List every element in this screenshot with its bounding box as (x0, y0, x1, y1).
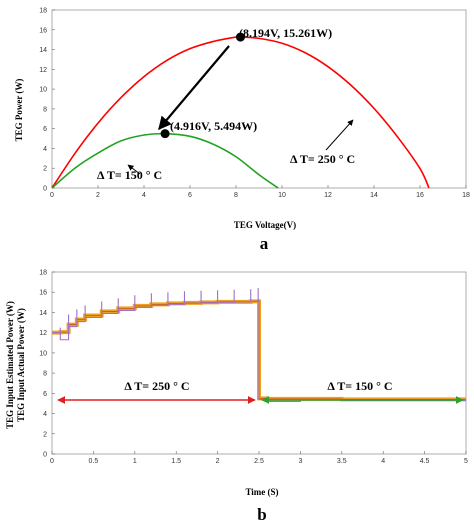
chart-b-annotation-dt150: Δ T= 150 ° C (327, 379, 392, 393)
chart-b-annotation-dt250: Δ T= 250 ° C (124, 379, 189, 393)
chart-b-y-axis-label-estimated: TEG Input Estimated Power (W) (5, 301, 15, 429)
chart-a-y-tick-label: 8 (43, 106, 47, 113)
chart-a-y-tick-label: 16 (39, 27, 47, 34)
chart-a-y-tick-label: 14 (39, 47, 47, 54)
chart-a-panel-label: a (260, 234, 269, 253)
chart-a-y-axis-label: TEG Power (W) (14, 79, 24, 142)
chart-b-y-tick-label: 4 (43, 411, 47, 418)
chart-b-x-tick-label: 0 (50, 458, 54, 465)
chart-a-ticks: 0 2 4 6 8 10 12 14 16 18 0 2 4 6 8 10 12 14 16 18 (39, 8, 470, 200)
chart-b-x-tick-label: 4.5 (420, 458, 430, 465)
chart-a-y-tick-label: 18 (39, 8, 47, 15)
chart-b-panel-label: b (257, 505, 266, 524)
chart-b-x-tick-label: 2.5 (254, 458, 264, 465)
chart-a-x-tick-label: 4 (142, 192, 146, 199)
chart-b-x-tick-label: 5 (464, 458, 468, 465)
chart-b: 0 0.5 1 1.5 2 2.5 3 3.5 4 4.5 5 0 2 4 6 8 10 12 14 16 18 Δ T… (5, 270, 468, 525)
chart-b-x-tick-label: 1 (133, 458, 137, 465)
chart-b-y-tick-label: 12 (39, 330, 47, 337)
chart-a-y-tick-label: 12 (39, 67, 47, 74)
chart-b-x-tick-label: 2 (216, 458, 220, 465)
chart-a-y-tick-label: 2 (43, 166, 47, 173)
chart-b-x-tick-label: 4 (381, 458, 385, 465)
chart-b-ticks: 0 0.5 1 1.5 2 2.5 3 3.5 4 4.5 5 0 2 4 6 8 10 12 14 16 18 (39, 270, 468, 466)
chart-b-y-tick-label: 0 (43, 452, 47, 459)
chart-a-mpp-arrow (158, 45, 230, 131)
chart-a-plot-frame (51, 9, 467, 189)
chart-b-y-tick-label: 10 (39, 350, 47, 357)
chart-a-x-tick-label: 18 (462, 192, 470, 199)
chart-b-x-tick-label: 3.5 (337, 458, 347, 465)
chart-b-x-tick-label: 0.5 (89, 458, 99, 465)
chart-a-y-tick-label: 6 (43, 126, 47, 133)
chart-a-x-axis-label: TEG Voltage(V) (234, 220, 296, 230)
chart-a-label-arrow-dt250 (325, 119, 354, 151)
chart-a-y-tick-label: 4 (43, 146, 47, 153)
chart-b-x-tick-label: 1.5 (171, 458, 181, 465)
chart-b-y-tick-label: 6 (43, 391, 47, 398)
chart-a-y-tick-label: 10 (39, 87, 47, 94)
chart-b-y-tick-label: 14 (39, 310, 47, 317)
chart-a-mpp-point-dt150 (160, 129, 170, 139)
chart-b-y-axis-label-actual: TEG Input Actual Power (W) (16, 308, 26, 422)
chart-a-x-tick-label: 16 (416, 192, 424, 199)
chart-a-x-tick-label: 6 (188, 192, 192, 199)
chart-a-annotation-dt150: Δ T= 150 ° C (97, 168, 162, 182)
chart-a-x-tick-label: 0 (50, 192, 54, 199)
chart-a-annotation-dt250: Δ T= 250 ° C (290, 152, 355, 166)
chart-b-y-tick-label: 18 (39, 270, 47, 277)
chart-a-annotation-mpp-250: (8.194V, 15.261W) (239, 26, 332, 40)
chart-a-label-arrow-dt150 (127, 164, 141, 175)
chart-a-x-tick-label: 12 (324, 192, 332, 199)
chart-b-x-axis-label: Time (S) (245, 487, 278, 497)
chart-b-x-tick-label: 3 (298, 458, 302, 465)
chart-a: 0 2 4 6 8 10 12 14 16 18 0 2 4 6 8 10 12 14 16 18 (8.194V, … (14, 8, 470, 254)
chart-a-y-tick-label: 0 (43, 186, 47, 193)
chart-a-mpp-point-dt250 (235, 32, 245, 42)
chart-a-annotation-mpp-150: (4.916V, 5.494W) (170, 119, 257, 133)
chart-a-x-tick-label: 14 (370, 192, 378, 199)
chart-a-x-tick-label: 2 (96, 192, 100, 199)
chart-b-y-tick-label: 8 (43, 371, 47, 378)
chart-a-x-tick-label: 10 (278, 192, 286, 199)
chart-b-y-tick-label: 16 (39, 290, 47, 297)
chart-b-series-estimated-line (52, 288, 466, 402)
chart-b-y-tick-label: 2 (43, 431, 47, 438)
chart-a-x-tick-label: 8 (234, 192, 238, 199)
